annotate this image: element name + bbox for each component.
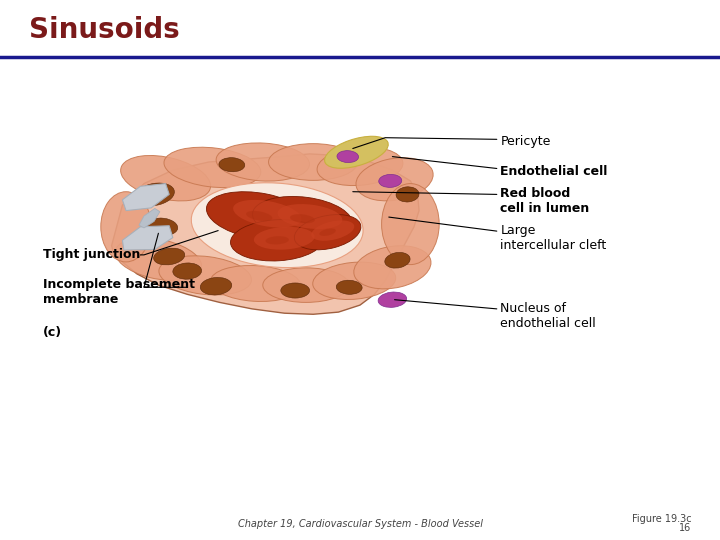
Ellipse shape bbox=[378, 292, 407, 307]
Ellipse shape bbox=[312, 262, 396, 300]
Text: Nucleus of
endothelial cell: Nucleus of endothelial cell bbox=[500, 302, 596, 330]
Ellipse shape bbox=[278, 204, 342, 229]
Ellipse shape bbox=[269, 144, 358, 180]
Ellipse shape bbox=[290, 214, 315, 223]
Polygon shape bbox=[112, 154, 419, 314]
Polygon shape bbox=[139, 208, 160, 228]
Ellipse shape bbox=[192, 183, 363, 268]
Polygon shape bbox=[122, 184, 169, 211]
Text: 16: 16 bbox=[679, 523, 691, 533]
Ellipse shape bbox=[253, 197, 352, 241]
Ellipse shape bbox=[210, 266, 301, 301]
Ellipse shape bbox=[121, 156, 210, 201]
Ellipse shape bbox=[254, 227, 315, 249]
Text: Chapter 19, Cardiovascular System - Blood Vessel: Chapter 19, Cardiovascular System - Bloo… bbox=[238, 519, 482, 529]
Ellipse shape bbox=[207, 192, 312, 240]
Text: Sinusoids: Sinusoids bbox=[29, 16, 179, 44]
Ellipse shape bbox=[233, 200, 302, 227]
Ellipse shape bbox=[320, 228, 336, 236]
Ellipse shape bbox=[230, 220, 324, 261]
Text: (c): (c) bbox=[43, 326, 63, 339]
Ellipse shape bbox=[396, 187, 419, 202]
Ellipse shape bbox=[219, 158, 245, 172]
Ellipse shape bbox=[164, 147, 261, 187]
Ellipse shape bbox=[159, 256, 251, 295]
Text: Pericyte: Pericyte bbox=[500, 135, 551, 148]
Text: Tight junction: Tight junction bbox=[43, 248, 140, 261]
Ellipse shape bbox=[356, 158, 433, 201]
Text: Endothelial cell: Endothelial cell bbox=[500, 165, 608, 178]
Ellipse shape bbox=[266, 236, 289, 245]
Ellipse shape bbox=[379, 174, 402, 187]
Ellipse shape bbox=[317, 147, 403, 186]
Ellipse shape bbox=[200, 278, 232, 295]
Text: Incomplete basement
membrane: Incomplete basement membrane bbox=[43, 278, 195, 306]
Ellipse shape bbox=[354, 246, 431, 289]
Ellipse shape bbox=[153, 248, 185, 265]
Ellipse shape bbox=[384, 252, 410, 268]
Ellipse shape bbox=[382, 184, 439, 265]
Ellipse shape bbox=[173, 263, 202, 279]
Polygon shape bbox=[122, 226, 173, 250]
Ellipse shape bbox=[294, 214, 361, 250]
Ellipse shape bbox=[146, 218, 178, 235]
Ellipse shape bbox=[246, 211, 272, 221]
Ellipse shape bbox=[311, 220, 354, 241]
Text: Large
intercellular cleft: Large intercellular cleft bbox=[500, 224, 607, 252]
Ellipse shape bbox=[336, 280, 362, 294]
Ellipse shape bbox=[263, 268, 349, 302]
Text: Red blood
cell in lumen: Red blood cell in lumen bbox=[500, 187, 590, 215]
Ellipse shape bbox=[337, 151, 359, 163]
Ellipse shape bbox=[281, 283, 310, 298]
Ellipse shape bbox=[325, 136, 388, 168]
Text: Figure 19.3c: Figure 19.3c bbox=[631, 515, 691, 524]
Ellipse shape bbox=[115, 238, 202, 280]
Ellipse shape bbox=[216, 143, 310, 181]
Ellipse shape bbox=[135, 183, 174, 206]
Ellipse shape bbox=[101, 192, 151, 262]
